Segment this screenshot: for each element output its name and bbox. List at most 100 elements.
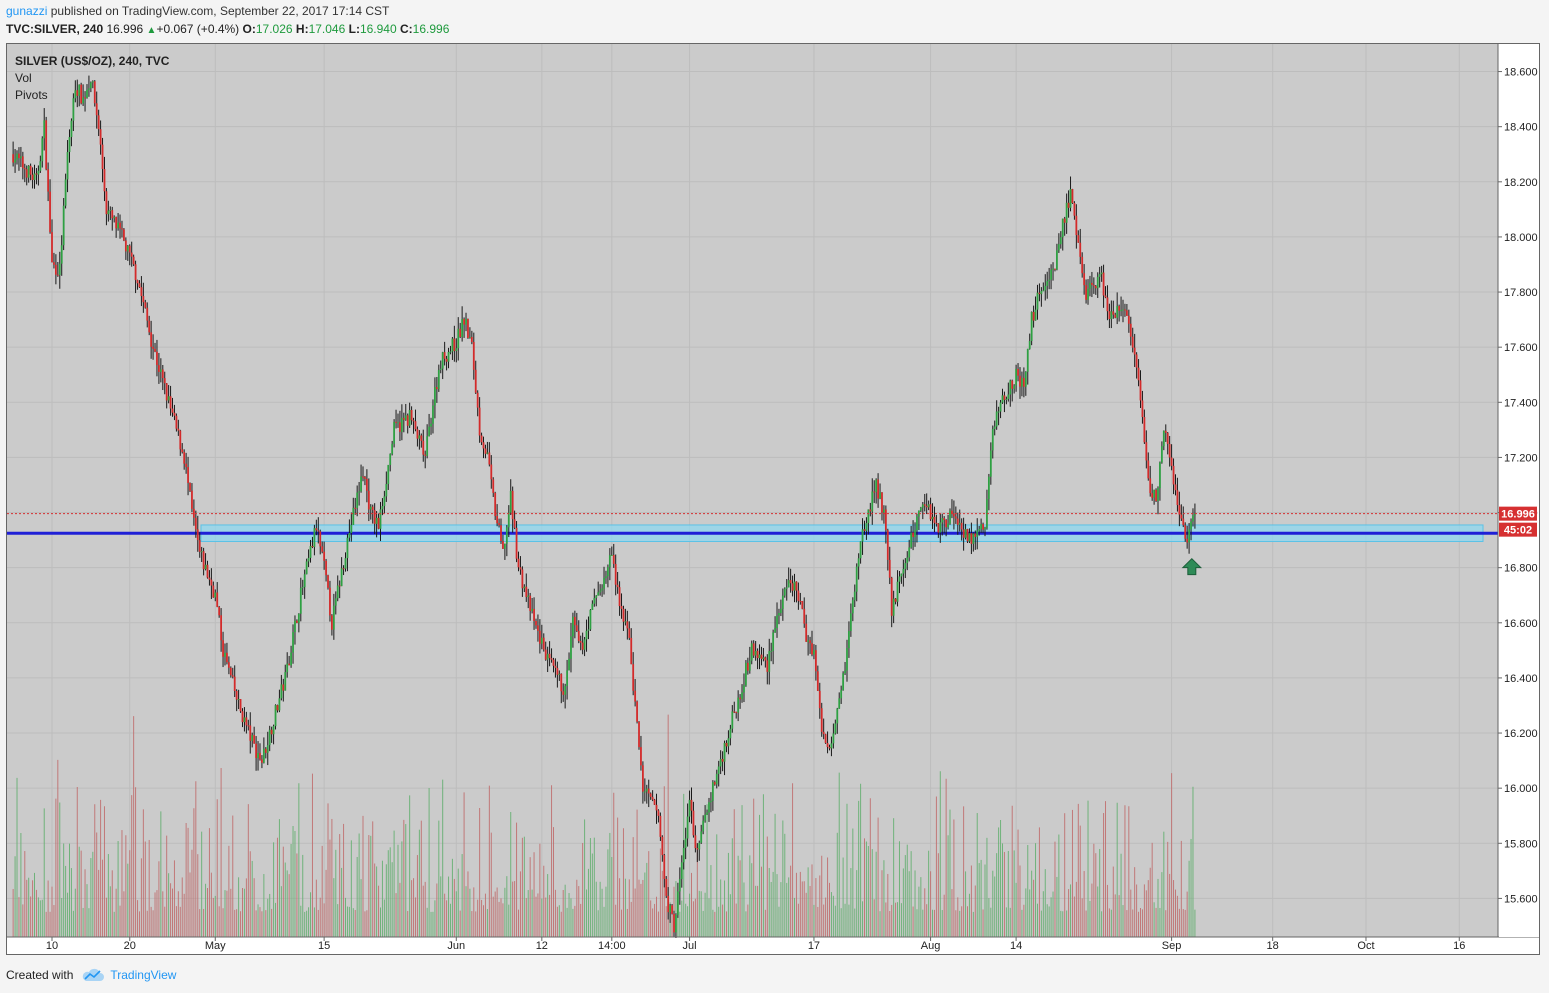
candle-body xyxy=(406,415,409,426)
candle-body xyxy=(297,613,300,623)
candle-body xyxy=(733,711,736,713)
candle-body xyxy=(704,814,706,821)
time-tick-label: Aug xyxy=(921,940,941,952)
tradingview-brand[interactable]: TradingView xyxy=(110,968,177,982)
legend-pivots[interactable]: Pivots xyxy=(15,88,48,102)
candle-body xyxy=(132,256,135,265)
candle-body xyxy=(154,348,156,352)
candle-body xyxy=(352,507,355,526)
candle-body xyxy=(1133,347,1136,355)
candle-body xyxy=(945,519,948,528)
candle-body xyxy=(1085,285,1087,300)
candle-body xyxy=(575,625,578,631)
candle-body xyxy=(527,595,530,597)
candle-body xyxy=(717,766,720,774)
candle-body xyxy=(64,179,67,206)
chart-frame[interactable]: 18.600 18.400 18.200 18.000 17.800 17.600 17.4… xyxy=(6,43,1540,955)
candle-body xyxy=(1108,311,1111,320)
candle-body xyxy=(33,173,36,180)
candle-body xyxy=(519,567,522,570)
candle-body xyxy=(671,905,673,914)
low-value: 16.940 xyxy=(359,22,397,36)
candle-body xyxy=(780,608,782,614)
candle-body xyxy=(432,405,434,424)
candle-body xyxy=(877,479,879,499)
candle-body xyxy=(113,216,116,219)
time-tick-label: Oct xyxy=(1357,940,1374,952)
candle-body xyxy=(715,773,718,785)
grid-lines xyxy=(7,44,1498,937)
candle-body xyxy=(826,742,829,748)
candle-body xyxy=(1075,215,1078,236)
candle-body xyxy=(158,365,160,372)
legend-title[interactable]: SILVER (US$/OZ), 240, TVC xyxy=(15,54,170,68)
price-tick-label: 16.400 xyxy=(1504,673,1538,685)
candle-body xyxy=(1061,218,1064,238)
candle-body xyxy=(420,435,423,441)
candle-body xyxy=(39,161,42,171)
candle-body xyxy=(698,842,701,850)
candle-body xyxy=(607,567,609,577)
candle-body xyxy=(459,328,462,337)
candle-body xyxy=(916,516,918,530)
time-tick-label: 15 xyxy=(318,940,330,952)
candle-body xyxy=(70,120,73,138)
candle-body xyxy=(1118,305,1121,311)
candle-body xyxy=(949,510,951,524)
candle-body xyxy=(280,684,283,699)
candle-body xyxy=(886,530,889,560)
candle-body xyxy=(748,660,751,671)
candle-body xyxy=(416,429,419,439)
candle-body xyxy=(208,577,211,580)
candle-body xyxy=(743,685,745,693)
candles xyxy=(12,75,1196,945)
candle-body xyxy=(1186,538,1189,543)
candle-body xyxy=(778,613,780,616)
candle-body xyxy=(66,152,69,180)
candle-body xyxy=(982,524,984,530)
candle-body xyxy=(428,426,430,437)
candle-body xyxy=(581,642,584,650)
candle-body xyxy=(457,328,460,349)
candle-body xyxy=(987,476,990,500)
candle-body xyxy=(525,586,528,597)
time-axis[interactable]: 10 20 May 15 Jun 12 14:00 Jul 17 Aug 14 Sep 18 Oct 16 xyxy=(46,937,1466,952)
candle-body xyxy=(663,855,666,879)
candle-body xyxy=(951,510,953,514)
price-tick-label: 17.600 xyxy=(1504,342,1538,354)
candle-body xyxy=(1089,282,1091,289)
candle-body xyxy=(997,411,1000,413)
price-tick-label: 16.000 xyxy=(1504,783,1538,795)
candle-body xyxy=(1077,235,1080,243)
candle-body xyxy=(123,229,125,241)
candle-body xyxy=(1168,443,1171,458)
candle-body xyxy=(294,620,296,633)
candle-body xyxy=(202,551,205,570)
candle-body xyxy=(554,665,557,668)
price-chart[interactable]: 18.600 18.400 18.200 18.000 17.800 17.600 17.4… xyxy=(7,44,1539,954)
candle-body xyxy=(16,153,18,160)
candle-body xyxy=(883,509,885,513)
candle-body xyxy=(954,516,957,519)
high-value: 17.046 xyxy=(308,22,346,36)
candle-body xyxy=(848,631,850,649)
candle-body xyxy=(1026,348,1029,372)
candle-body xyxy=(1155,489,1157,502)
tradingview-link[interactable]: TradingView xyxy=(81,968,176,982)
candle-body xyxy=(20,156,22,159)
candle-body xyxy=(1172,465,1175,485)
candle-body xyxy=(282,684,285,691)
candle-body xyxy=(746,662,749,671)
candle-body xyxy=(142,296,145,303)
price-axis[interactable]: 18.600 18.400 18.200 18.000 17.800 17.600 17.4… xyxy=(1498,67,1538,906)
candle-body xyxy=(912,532,914,537)
up-arrow-marker-icon[interactable] xyxy=(1181,557,1203,576)
candle-body xyxy=(849,613,852,632)
candle-body xyxy=(383,496,386,507)
candle-body xyxy=(1104,295,1107,298)
legend-vol[interactable]: Vol xyxy=(15,71,32,85)
candle-body xyxy=(585,630,588,640)
author-link[interactable]: gunazzi xyxy=(6,4,48,18)
candle-body xyxy=(783,588,786,596)
candle-body xyxy=(189,482,191,491)
